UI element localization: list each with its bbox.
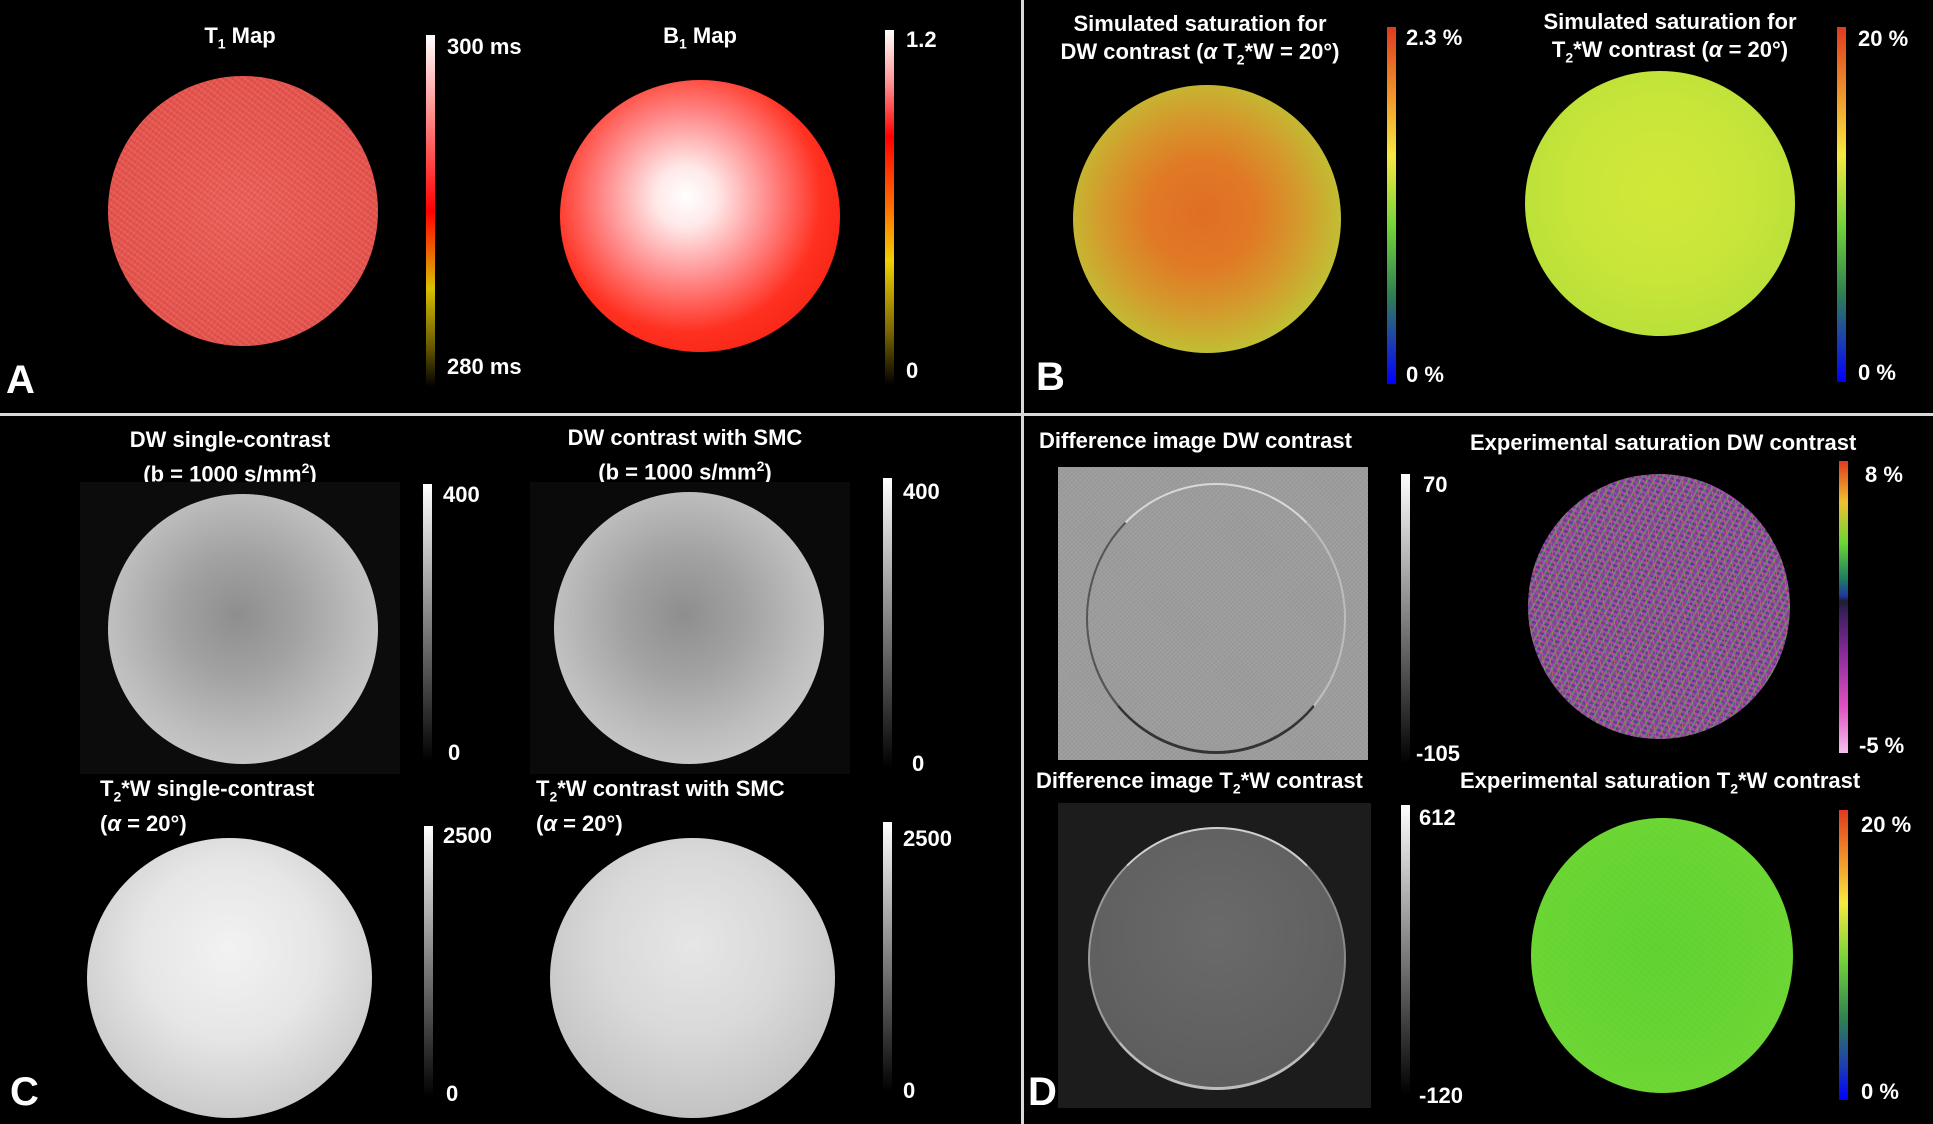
- exp-dw-colorbar: [1839, 461, 1848, 753]
- diff-dw-scale-min: -105: [1416, 741, 1461, 766]
- t1-colorbar: [426, 35, 435, 387]
- dw-smc-title: DW contrast with SMC (b = 1000 s/mm2): [567, 425, 803, 485]
- panel-letter-b: B: [1036, 355, 1065, 399]
- dw-single-scale-min: 0: [448, 740, 461, 765]
- dw-smc-scale-max: 400: [903, 479, 940, 504]
- sim-t2-image: [1525, 71, 1795, 336]
- sim-dw-colorbar: [1387, 27, 1396, 384]
- b1-map-title: B1 Map: [663, 23, 737, 52]
- dw-smc-colorbar: [883, 478, 892, 768]
- exp-dw-image: [1528, 474, 1790, 739]
- diff-t2-title: Difference image T2*W contrast: [1036, 768, 1363, 797]
- dw-single-image: [80, 482, 400, 774]
- dw-single-title: DW single-contrast (b = 1000 s/mm2): [129, 427, 331, 487]
- sim-t2-colorbar: [1837, 27, 1846, 382]
- diff-t2-scale-min: -120: [1419, 1083, 1464, 1108]
- horizontal-divider: [0, 413, 1933, 416]
- t1-scale-min: 280 ms: [447, 354, 522, 379]
- b1-scale-min: 0: [906, 358, 919, 383]
- diff-dw-title: Difference image DW contrast: [1039, 428, 1352, 453]
- sim-dw-scale-min: 0 %: [1406, 362, 1444, 387]
- dw-smc-image: [530, 482, 850, 774]
- sim-t2-scale-min: 0 %: [1858, 360, 1896, 385]
- diff-t2-image: [1058, 803, 1371, 1108]
- t2-single-scale-max: 2500: [443, 823, 492, 848]
- b1-colorbar: [885, 30, 894, 385]
- t1-scale-max: 300 ms: [447, 34, 522, 59]
- exp-dw-scale-max: 8 %: [1865, 462, 1903, 487]
- exp-dw-title: Experimental saturation DW contrast: [1470, 430, 1857, 455]
- t2-smc-title: T2*W contrast with SMC (α = 20°): [536, 776, 785, 837]
- exp-t2-scale-min: 0 %: [1861, 1079, 1899, 1104]
- b1-scale-max: 1.2: [906, 27, 937, 52]
- sim-t2-scale-max: 20 %: [1858, 26, 1909, 51]
- t2-smc-colorbar: [883, 822, 892, 1092]
- diff-dw-image: [1058, 467, 1368, 760]
- diff-dw-scale-max: 70: [1423, 472, 1448, 497]
- exp-t2-colorbar: [1839, 810, 1848, 1100]
- panel-letter-a: A: [6, 358, 35, 402]
- t2-smc-image: [550, 838, 835, 1118]
- exp-dw-scale-min: -5 %: [1859, 733, 1905, 758]
- exp-t2-title: Experimental saturation T2*W contrast: [1460, 768, 1861, 797]
- vertical-divider: [1021, 0, 1024, 1124]
- sim-dw-scale-max: 2.3 %: [1406, 25, 1463, 50]
- dw-smc-scale-min: 0: [912, 751, 925, 776]
- t2-single-image: [87, 838, 372, 1118]
- exp-t2-image: [1531, 818, 1793, 1093]
- t2-single-colorbar: [424, 826, 433, 1098]
- diff-t2-scale-max: 612: [1419, 805, 1456, 830]
- sim-dw-title: Simulated saturation for DW contrast (α …: [1060, 11, 1340, 68]
- exp-t2-scale-max: 20 %: [1861, 812, 1912, 837]
- t1-map-title: T1 Map: [204, 23, 276, 52]
- t2-smc-scale-min: 0: [903, 1078, 916, 1103]
- sim-dw-image: [1073, 85, 1341, 353]
- sim-t2-title: Simulated saturation for T2*W contrast (…: [1543, 9, 1797, 66]
- diff-dw-colorbar: [1401, 474, 1410, 764]
- t2-single-title: T2*W single-contrast (α = 20°): [100, 776, 315, 837]
- t2-smc-scale-max: 2500: [903, 826, 952, 851]
- t1-map-image: [108, 76, 378, 346]
- panel-letter-c: C: [10, 1070, 39, 1114]
- dw-single-scale-max: 400: [443, 482, 480, 507]
- t2-single-scale-min: 0: [446, 1081, 459, 1106]
- diff-t2-colorbar: [1401, 805, 1410, 1095]
- dw-single-colorbar: [423, 484, 432, 762]
- b1-map-image: [560, 80, 840, 352]
- panel-letter-d: D: [1028, 1070, 1057, 1114]
